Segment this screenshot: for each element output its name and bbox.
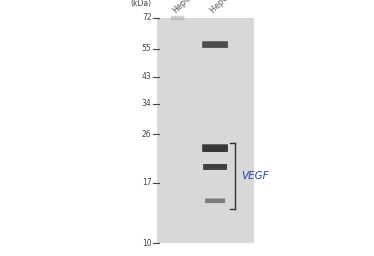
Text: 43: 43 <box>142 72 151 81</box>
Point <box>150 75 155 78</box>
Text: (kDa): (kDa) <box>131 0 151 8</box>
Point <box>150 16 155 19</box>
FancyBboxPatch shape <box>202 41 228 48</box>
Point <box>150 133 155 136</box>
Text: 10: 10 <box>142 239 151 248</box>
Point <box>157 133 161 136</box>
Text: HepG2: HepG2 <box>171 0 197 15</box>
Point <box>227 142 232 145</box>
Text: 17: 17 <box>142 178 151 187</box>
Text: HepG2 conditioned medium: HepG2 conditioned medium <box>209 0 295 15</box>
Text: 55: 55 <box>142 44 151 53</box>
Point <box>150 47 155 50</box>
Bar <box>157 18 254 243</box>
Point <box>150 181 155 184</box>
Point <box>233 142 238 145</box>
FancyBboxPatch shape <box>171 16 184 20</box>
Point <box>157 242 161 245</box>
Point <box>157 181 161 184</box>
Point <box>233 207 238 210</box>
Point <box>157 75 161 78</box>
Point <box>157 16 161 19</box>
Text: 34: 34 <box>142 99 151 108</box>
Point <box>233 207 238 210</box>
FancyBboxPatch shape <box>205 198 225 203</box>
FancyBboxPatch shape <box>203 164 227 170</box>
Text: VEGF: VEGF <box>241 171 269 181</box>
Text: 72: 72 <box>142 13 151 23</box>
Point <box>157 102 161 105</box>
Point <box>157 47 161 50</box>
FancyBboxPatch shape <box>202 144 228 152</box>
Point <box>150 242 155 245</box>
Point <box>150 102 155 105</box>
Point <box>227 207 232 210</box>
Text: 26: 26 <box>142 130 151 139</box>
Point <box>233 142 238 145</box>
